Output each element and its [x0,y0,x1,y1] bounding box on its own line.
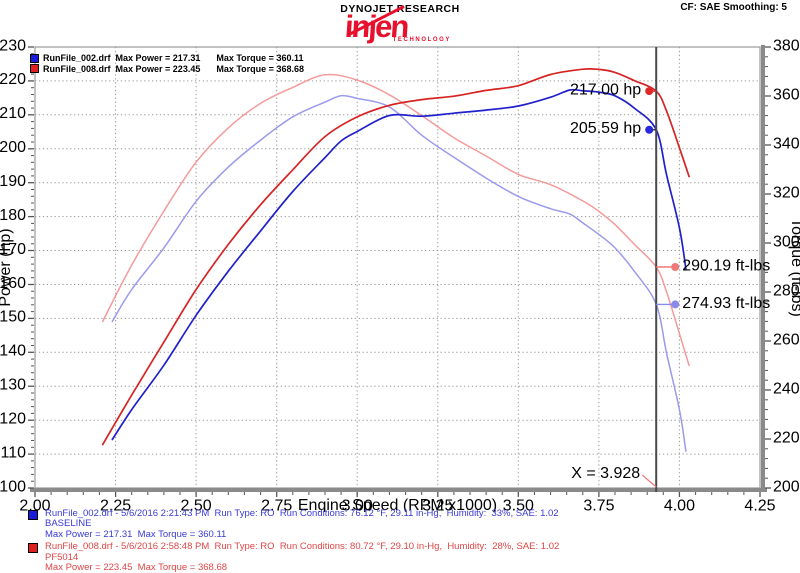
left-tick-label: 130 [0,377,26,394]
runfile-008-torque-curve [101,73,690,367]
annotation-274-93-ft-lbs-label: 274.93 ft-lbs [682,295,770,312]
runfile-002-power-curve [111,88,687,441]
right-tick-label: 260 [773,331,800,348]
run-detail-line3: Max Power = 223.45 Max Torque = 368.68 [45,562,228,573]
right-tick-label: 340 [773,135,800,152]
left-tick-label: 170 [0,241,26,258]
run-detail-line2: PF5014 [45,551,79,563]
legend-max-torque: Max Torque = 360.11 [216,53,304,64]
x-tick-label: 4.25 [744,497,775,512]
chart-legend-row: RunFile_008.drf Max Power = 223.45 Max Tor… [30,64,304,75]
left-tick-label: 220 [0,71,26,88]
x-tick-label: 2.25 [100,497,131,512]
annotation-290-19-ft-lbs-dot [671,263,680,271]
injen-logo-subtext: TECHNOLOGY [392,37,451,43]
run-detail-line2: BASELINE [45,518,92,530]
left-tick-label: 120 [0,411,26,428]
left-tick-label: 160 [0,275,26,292]
run-color-swatch [28,543,38,554]
left-tick-label: 210 [0,105,26,122]
correction-smoothing-info: CF: SAE Smoothing: 5 [680,2,787,13]
right-tick-label: 280 [773,282,800,299]
annotation-205-59-hp-dot [645,125,654,134]
annotation-274-93-ft-lbs-dot [671,300,680,309]
legend-color-swatch [30,64,39,74]
legend-max-torque: Max Torque = 368.68 [216,63,304,74]
cursor-x-leader [641,474,657,488]
annotation-205-59-hp-label: 205.59 hp [570,120,641,137]
dyno-chart: 2.00 2.25 2.50 2.75 3.00 3.25 3.50 3.75 4.00 4.25… [0,37,800,512]
annotation-217-00-hp-dot [645,87,654,96]
left-tick-label: 110 [0,444,26,461]
legend-max-power: Max Power = 223.45 [115,63,201,74]
x-tick-label: 2.75 [261,497,292,512]
right-tick-label: 380 [773,37,800,54]
run-details: RunFile_002.drf - 5/6/2016 2:21:43 PM Ru… [28,508,788,573]
left-tick-label: 180 [0,207,26,224]
legend-color-swatch [30,53,39,63]
right-tick-label: 200 [773,478,800,495]
x-tick-label: 2.00 [19,497,50,512]
left-tick-label: 140 [0,343,26,360]
runfile-008-power-curve [101,67,690,446]
right-axis-title: Torque (ft-lbs) [788,218,800,317]
right-tick-label: 300 [773,233,800,250]
annotation-217-00-hp-label: 217.00 hp [570,82,641,99]
run-detail-row: RunFile_002.drf - 5/6/2016 2:21:43 PM Ru… [28,508,788,540]
run-detail-line1: RunFile_002.drf - 5/6/2016 2:21:43 PM Ru… [45,508,559,519]
right-tick-label: 240 [773,380,800,397]
x-tick-label: 3.25 [422,497,453,512]
left-tick-label: 230 [0,37,26,54]
left-axis-title: Power (hp) [0,228,14,306]
chart-legend-row: RunFile_002.drf Max Power = 217.31 Max Tor… [30,53,304,64]
annotation-290-19-ft-lbs-label: 290.19 ft-lbs [682,257,770,274]
left-tick-label: 150 [0,309,26,326]
left-tick-label: 200 [0,139,26,156]
cursor-x-label: X = 3.928 [571,465,640,482]
runfile-002-torque-curve [111,94,687,453]
x-axis-title: Engine Speed (RPM x1000) [298,497,497,512]
run-detail-row: RunFile_008.drf - 5/6/2016 2:58:48 PM Ru… [28,541,788,573]
right-tick-label: 320 [773,184,800,201]
left-tick-label: 190 [0,173,26,190]
run-detail-line3: Max Power = 217.31 Max Torque = 360.11 [45,528,227,540]
legend-max-power: Max Power = 217.31 [115,53,201,64]
x-tick-label: 3.00 [342,497,373,512]
right-tick-label: 360 [773,86,800,103]
legend-file: RunFile_002.drf [43,53,111,64]
x-tick-label: 2.50 [181,497,212,512]
injen-logo: injen TECHNOLOGY [344,5,455,46]
x-tick-label: 4.00 [664,497,695,512]
x-tick-label: 3.75 [583,497,614,512]
right-tick-label: 220 [773,429,800,446]
left-tick-label: 100 [0,478,26,495]
x-tick-label: 3.50 [503,497,534,512]
legend-file: RunFile_008.drf [43,63,111,74]
chart-legend: RunFile_002.drf Max Power = 217.31 Max Tor… [30,53,304,74]
run-detail-line1: RunFile_008.drf - 5/6/2016 2:58:48 PM Ru… [45,541,560,553]
run-color-swatch [28,510,38,520]
